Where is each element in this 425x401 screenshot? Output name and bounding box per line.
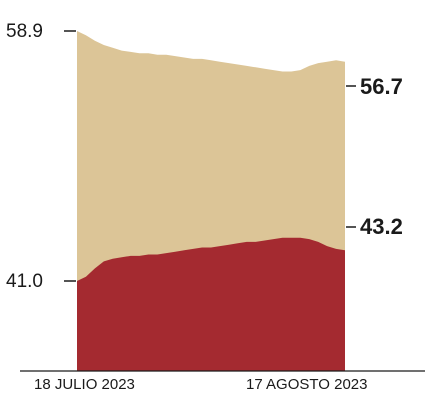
end-labels: 43.2 56.7 — [346, 74, 403, 239]
end-label-tan: 56.7 — [360, 74, 403, 99]
y-tick-label-bottom: 41.0 — [6, 271, 43, 292]
y-tick-label-top: 58.9 — [6, 21, 43, 42]
chart-areas — [77, 31, 345, 371]
x-axis: 18 JULIO 2023 17 AGOSTO 2023 — [20, 370, 425, 393]
y-axis: 58.9 41.0 — [6, 21, 76, 292]
x-label-start: 18 JULIO 2023 — [34, 376, 135, 393]
x-label-end: 17 AGOSTO 2023 — [246, 376, 367, 393]
area-red-series — [77, 237, 345, 371]
end-label-red: 43.2 — [360, 214, 403, 239]
